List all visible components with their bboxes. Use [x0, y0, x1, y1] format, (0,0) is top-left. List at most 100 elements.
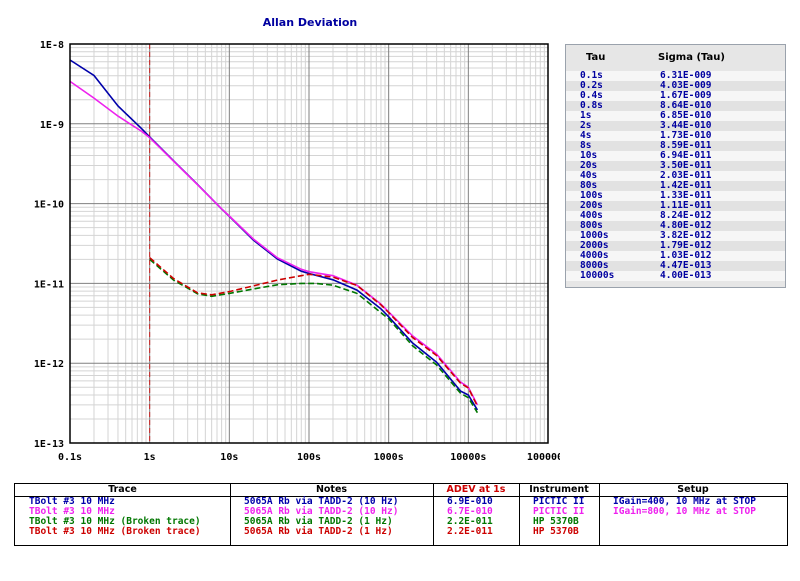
legend-col-notes: Notes 5065A Rb via TADD-2 (10 Hz) 5065A R…: [230, 484, 434, 545]
sigma-value: 6.94E-011: [660, 150, 712, 161]
sigma-value: 6.85E-010: [660, 110, 712, 121]
tau-row: 10000s 4.00E-013: [566, 271, 785, 281]
legend-cell-instrument: HP 5370B: [533, 526, 579, 537]
legend-cell-setup: [599, 527, 787, 537]
plot-frame: [69, 43, 549, 444]
sigma-value: 3.50E-011: [660, 160, 712, 171]
sigma-value: 8.64E-010: [660, 100, 712, 111]
tau-value: 20s: [580, 160, 598, 171]
tau-value: 1000s: [580, 230, 609, 241]
x-tick-label: 0.1s: [58, 452, 82, 463]
y-tick-label: 1E-13: [34, 439, 64, 450]
tau-row: 400s 8.24E-012: [566, 211, 785, 221]
tau-row: 4s 1.73E-010: [566, 131, 785, 141]
tau-value: 10000s: [580, 270, 615, 281]
tau-row: 8s 8.59E-011: [566, 141, 785, 151]
legend-header-setup: Setup: [599, 484, 787, 497]
tau-value: 8000s: [580, 260, 609, 271]
tau-value: 400s: [580, 210, 603, 221]
legend-table: Trace TBolt #3 10 MHz TBolt #3 10 MHz TBol…: [14, 483, 788, 546]
tau-value: 100s: [580, 190, 603, 201]
x-tick-label: 100s: [297, 452, 321, 463]
legend-cell-setup: IGain=400, 10 MHz at STOP: [613, 496, 756, 507]
tau-value: 80s: [580, 180, 598, 191]
y-tick-labels: 1E-8 1E-9 1E-10 1E-11 1E-12 1E-13: [34, 40, 64, 450]
tau-value: 0.2s: [580, 80, 603, 91]
tau-row: 0.1s 6.31E-009: [566, 71, 785, 81]
sigma-value: 1.11E-011: [660, 200, 712, 211]
x-tick-label: 1000s: [374, 452, 404, 463]
tau-row: 8000s 4.47E-013: [566, 261, 785, 271]
sigma-value: 1.42E-011: [660, 180, 712, 191]
tau-row: 10s 6.94E-011: [566, 151, 785, 161]
legend-col-instrument: Instrument PICTIC II PICTIC II HP 5370B HP …: [519, 484, 600, 545]
legend-cell-trace: TBolt #3 10 MHz: [29, 496, 115, 507]
sigma-value: 3.82E-012: [660, 230, 712, 241]
tau-row: 40s 2.03E-011: [566, 171, 785, 181]
legend-cell-trace: TBolt #3 10 MHz: [29, 506, 115, 517]
tau-row: 0.2s 4.03E-009: [566, 81, 785, 91]
legend-cell-notes: 5065A Rb via TADD-2 (1 Hz): [244, 526, 393, 537]
legend-cell-adev: 6.7E-010: [447, 506, 493, 517]
tau-row: 800s 4.80E-012: [566, 221, 785, 231]
adev-plot: 0.1s 1s 10s 100s 1000s 10000s 100000s 1E-8 1E-9…: [34, 40, 560, 463]
y-tick-label: 1E-12: [34, 359, 64, 370]
legend-cell-adev: 2.2E-011: [447, 516, 493, 527]
tau-value: 10s: [580, 150, 598, 161]
x-tick-label: 10000s: [450, 452, 486, 463]
tau-value: 0.8s: [580, 100, 603, 111]
tau-sigma-table: Tau Sigma (Tau) 0.1s 6.31E-009 0.2s 4.03E-0…: [565, 44, 786, 288]
tau-value: 0.1s: [580, 70, 603, 81]
tau-value: 2000s: [580, 240, 609, 251]
series-layer: [69, 59, 479, 414]
legend-col-trace: Trace TBolt #3 10 MHz TBolt #3 10 MHz TBol…: [15, 484, 231, 545]
sigma-value: 1.67E-009: [660, 90, 712, 101]
series-line-2: [69, 80, 479, 406]
x-tick-labels: 0.1s 1s 10s 100s 1000s 10000s 100000s: [58, 452, 560, 463]
sigma-value: 8.24E-012: [660, 210, 712, 221]
tau-value: 0.4s: [580, 90, 603, 101]
series-line-1: [69, 59, 479, 411]
tau-table-header: Tau Sigma (Tau): [566, 45, 785, 71]
legend-cell-adev: 2.2E-011: [447, 526, 493, 537]
legend-header-adev: ADEV at 1s: [433, 484, 519, 497]
tau-row: 0.4s 1.67E-009: [566, 91, 785, 101]
tau-header: Tau: [586, 52, 606, 63]
tau-row: 2s 3.44E-010: [566, 121, 785, 131]
tau-value: 1s: [580, 110, 592, 121]
tau-row: 100s 1.33E-011: [566, 191, 785, 201]
series-line-4: [149, 257, 479, 407]
sigma-value: 4.03E-009: [660, 80, 712, 91]
legend-header-notes: Notes: [230, 484, 433, 497]
tau-value: 40s: [580, 170, 598, 181]
y-tick-label: 1E-9: [40, 120, 64, 131]
legend-cell-instrument: PICTIC II: [533, 496, 585, 507]
sigma-value: 4.80E-012: [660, 220, 712, 231]
series-line-3: [149, 258, 479, 414]
legend-col-setup: Setup IGain=400, 10 MHz at STOP IGain=800…: [599, 484, 787, 545]
sigma-value: 4.47E-013: [660, 260, 712, 271]
tau-row: 0.8s 8.64E-010: [566, 101, 785, 111]
legend-cell-setup: [599, 517, 787, 527]
tau-value: 2s: [580, 120, 592, 131]
tau-row: 80s 1.42E-011: [566, 181, 785, 191]
chart-title: Allan Deviation: [262, 16, 358, 29]
sigma-value: 1.03E-012: [660, 250, 712, 261]
tau-row: 20s 3.50E-011: [566, 161, 785, 171]
tau-value: 800s: [580, 220, 603, 231]
x-tick-label: 1s: [144, 452, 156, 463]
sigma-value: 1.33E-011: [660, 190, 712, 201]
sigma-value: 6.31E-009: [660, 70, 712, 81]
x-tick-label: 100000s: [527, 452, 560, 463]
legend-cell-instrument: PICTIC II: [533, 506, 585, 517]
tau-value: 8s: [580, 140, 592, 151]
sigma-header: Sigma (Tau): [658, 52, 725, 63]
x-tick-label: 10s: [220, 452, 238, 463]
legend-cell-notes: 5065A Rb via TADD-2 (10 Hz): [244, 496, 399, 507]
legend-cell-trace: TBolt #3 10 MHz (Broken trace): [29, 526, 201, 537]
y-tick-label: 1E-11: [34, 279, 64, 290]
legend-cell-notes: 5065A Rb via TADD-2 (10 Hz): [244, 506, 399, 517]
tau-row: 1000s 3.82E-012: [566, 231, 785, 241]
sigma-value: 8.59E-011: [660, 140, 712, 151]
legend-cell-notes: 5065A Rb via TADD-2 (1 Hz): [244, 516, 393, 527]
